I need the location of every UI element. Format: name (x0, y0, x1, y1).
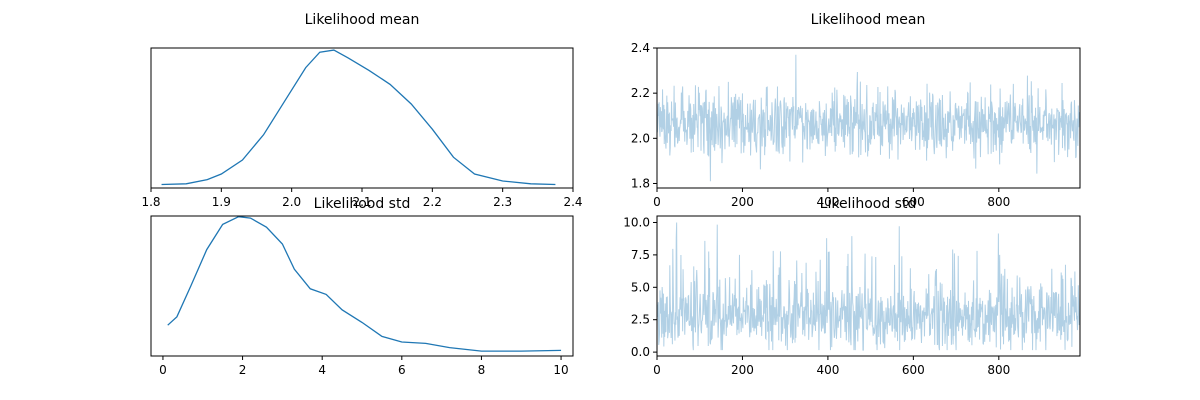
mean-trace-x-tick-label: 200 (731, 195, 754, 209)
std-trace-y-tick-label: 5.0 (631, 280, 650, 294)
std-density-frame (150, 215, 574, 357)
mean-density-x-tick-label: 2.0 (282, 195, 301, 209)
mean-trace-x-tick-label: 0 (653, 195, 661, 209)
std-trace-panel: Likelihood std 0 200 400 600 800 0.0 2.5 5.0 7.… (623, 196, 1081, 377)
mean-trace-y-ticks: 1.8 2.0 2.2 2.4 (631, 41, 657, 190)
mean-trace-y-tick-label: 2.4 (631, 41, 650, 55)
std-trace-y-tick-label: 0.0 (631, 345, 650, 359)
mean-trace-title: Likelihood mean (811, 12, 926, 28)
mean-trace-x-tick-label: 400 (816, 195, 839, 209)
std-trace-x-ticks: 0 200 400 600 800 (653, 356, 1010, 377)
mean-trace-trace-line (656, 54, 1081, 182)
mean-trace-frame (656, 47, 1081, 189)
std-trace-trace-line (656, 222, 1081, 351)
std-density-title: Likelihood std (314, 196, 411, 212)
mean-trace-x-tick-label: 800 (987, 195, 1010, 209)
std-trace-y-tick-label: 7.5 (631, 248, 650, 262)
mean-density-x-tick-label: 2.4 (563, 195, 582, 209)
mean-density-x-ticks: 1.8 1.9 2.0 2.1 2.2 2.3 2.4 (141, 188, 583, 209)
mean-trace-x-tick-label: 600 (902, 195, 925, 209)
std-density-x-tick-label: 8 (478, 363, 486, 377)
std-trace-line-group (656, 222, 1081, 351)
std-trace-x-tick-label: 600 (902, 363, 925, 377)
mean-density-x-tick-label: 1.8 (141, 195, 160, 209)
std-trace-y-tick-label: 10.0 (623, 215, 650, 229)
std-density-x-tick-label: 4 (318, 363, 326, 377)
std-trace-y-tick-label: 2.5 (631, 313, 650, 327)
mean-density-panel: Likelihood mean 1.8 1.9 2.0 2.1 2.2 2.3 2.4 (141, 12, 582, 209)
mean-trace-y-tick-label: 2.2 (631, 86, 650, 100)
std-trace-x-tick-label: 200 (731, 363, 754, 377)
std-trace-y-ticks: 0.0 2.5 5.0 7.5 10.0 (623, 215, 657, 359)
mean-trace-y-tick-label: 1.8 (631, 176, 650, 190)
std-density-curve-group (167, 216, 562, 352)
std-trace-frame (656, 215, 1081, 357)
mean-density-x-tick-label: 2.3 (493, 195, 512, 209)
mean-density-x-tick-label: 1.9 (212, 195, 231, 209)
std-density-x-tick-label: 2 (239, 363, 247, 377)
std-trace-x-tick-label: 400 (816, 363, 839, 377)
mean-density-curve (161, 49, 556, 186)
mean-trace-x-ticks: 0 200 400 600 800 (653, 188, 1010, 209)
mean-density-curve-group (161, 49, 556, 186)
mean-density-title: Likelihood mean (305, 12, 420, 28)
mean-density-x-tick-label: 2.1 (352, 195, 371, 209)
std-density-x-ticks: 0 2 4 6 8 10 (159, 356, 569, 377)
std-density-x-tick-label: 6 (398, 363, 406, 377)
std-density-x-tick-label: 10 (553, 363, 568, 377)
std-trace-x-tick-label: 800 (987, 363, 1010, 377)
std-density-x-tick-label: 0 (159, 363, 167, 377)
std-density-panel: Likelihood std 0 2 4 6 8 10 (150, 196, 574, 377)
mean-trace-y-tick-label: 2.0 (631, 131, 650, 145)
std-density-curve (167, 216, 562, 352)
mean-trace-line-group (656, 54, 1081, 182)
std-trace-x-tick-label: 0 (653, 363, 661, 377)
mean-density-x-tick-label: 2.2 (423, 195, 442, 209)
mean-trace-panel: Likelihood mean 0 200 400 600 800 1.8 2.0 2.2 2… (631, 12, 1081, 209)
std-trace-title: Likelihood std (820, 196, 917, 212)
